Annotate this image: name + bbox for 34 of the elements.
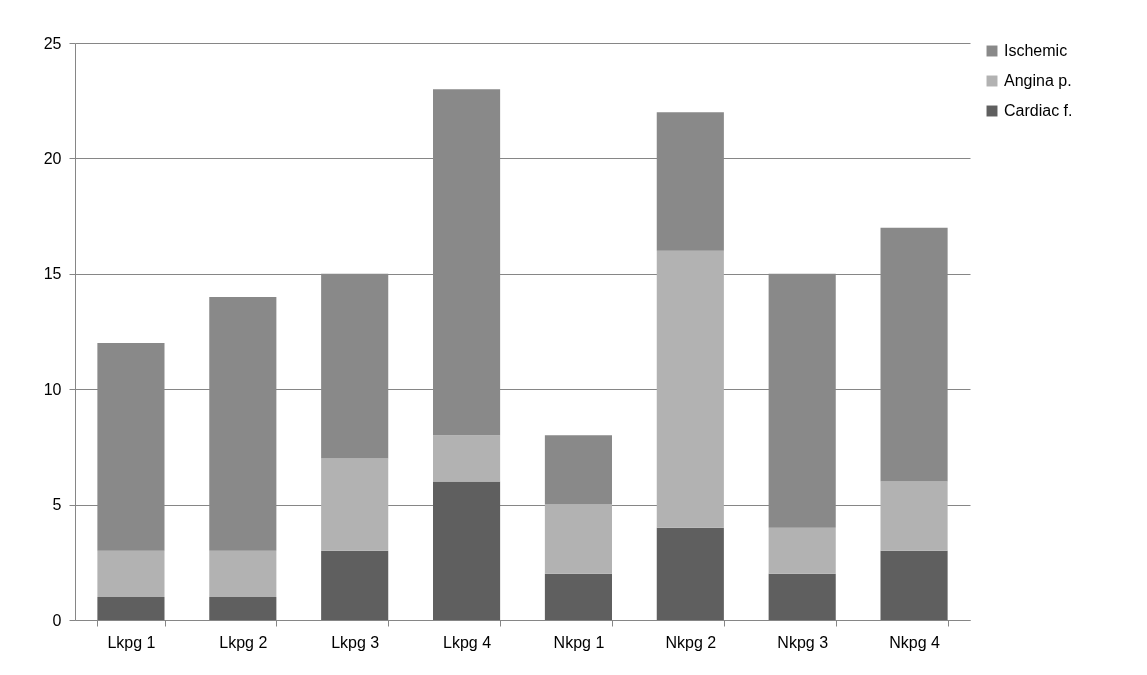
x-tick-label: Nkpg 1 [553, 633, 605, 651]
bar [97, 550, 165, 597]
x-tick-label: Lkpg 3 [331, 633, 380, 651]
y-tick-label: 10 [43, 380, 62, 398]
bar [433, 481, 501, 620]
x-tick-label: Lkpg 2 [219, 633, 268, 651]
bar [209, 550, 277, 597]
bar [656, 250, 724, 528]
y-tick-label: 20 [43, 149, 62, 167]
legend-label: Angina p. [1004, 72, 1072, 89]
x-tick-label: Nkpg 4 [889, 633, 941, 651]
y-tick-label: 15 [43, 265, 62, 283]
bar [544, 573, 612, 620]
bar [544, 435, 612, 505]
x-tick-label: Lkpg 4 [443, 633, 492, 651]
bar [880, 481, 948, 551]
x-tick-label: Nkpg 2 [665, 633, 717, 651]
bar [656, 527, 724, 620]
x-tick-label: Lkpg 1 [107, 633, 156, 651]
legend-label: Cardiac f. [1004, 102, 1073, 119]
bar [321, 550, 389, 620]
bar [768, 573, 836, 620]
bar [544, 504, 612, 574]
bar [880, 550, 948, 620]
y-tick-label: 0 [52, 611, 62, 629]
bar [97, 596, 165, 620]
bar [768, 527, 836, 574]
y-tick-label: 5 [52, 496, 62, 514]
bar [209, 596, 277, 620]
bar [321, 458, 389, 551]
legend-label: Ischemic [1004, 42, 1068, 59]
y-tick-label: 25 [43, 34, 62, 52]
bar [433, 435, 501, 482]
x-tick-label: Nkpg 3 [777, 633, 829, 651]
